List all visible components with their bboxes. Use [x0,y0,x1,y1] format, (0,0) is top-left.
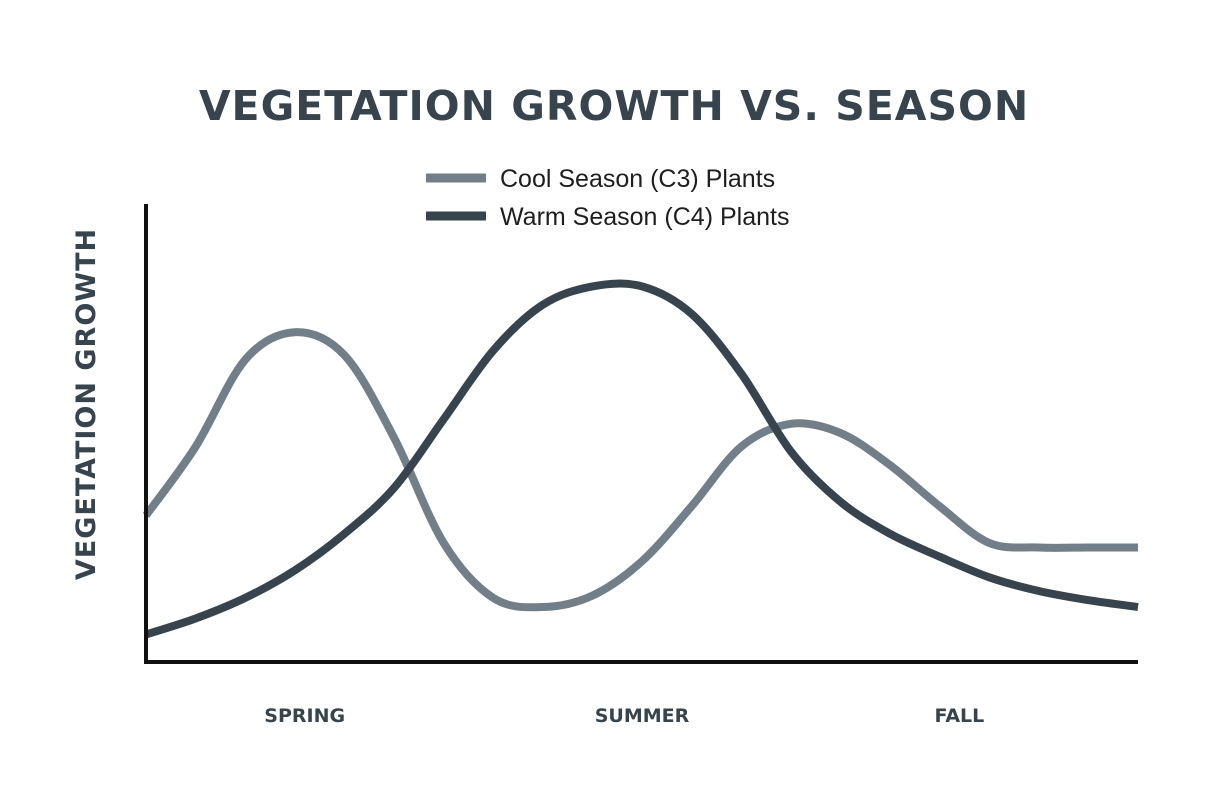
legend-label-cool-season: Cool Season (C3) Plants [500,165,775,193]
y-axis-title: VEGETATION GROWTH [71,228,102,580]
x-tick-label-fall: FALL [935,705,985,727]
x-tick-labels: SPRING SUMMER FALL [264,705,984,727]
legend: Cool Season (C3) Plants Warm Season (C4)… [426,165,789,231]
x-tick-label-spring: SPRING [264,705,345,727]
axes [144,204,1138,664]
series-line-cool-season [142,328,1138,612]
legend-label-warm-season: Warm Season (C4) Plants [500,203,789,231]
plot-lines [142,279,1139,639]
series-line-warm-season [144,279,1139,639]
x-tick-label-summer: SUMMER [595,705,690,727]
chart-title: VEGETATION GROWTH VS. SEASON [199,82,1029,130]
